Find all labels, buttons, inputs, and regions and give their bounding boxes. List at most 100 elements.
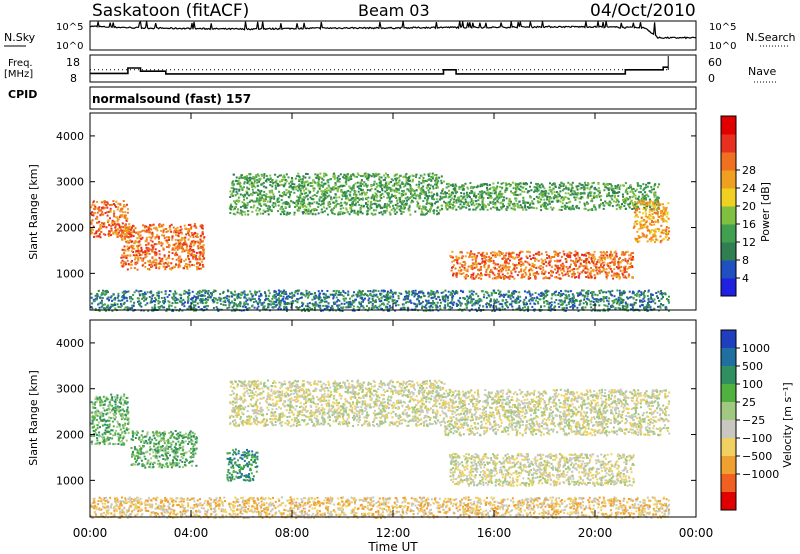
heatmap-cell	[587, 276, 590, 279]
heatmap-cell	[252, 176, 255, 179]
heatmap-cell	[158, 241, 160, 243]
heatmap-cell	[466, 251, 469, 254]
heatmap-cell	[101, 210, 104, 213]
heatmap-cell	[445, 206, 448, 209]
heatmap-cell	[342, 176, 345, 179]
heatmap-cell	[598, 269, 600, 272]
heatmap-cell	[554, 294, 557, 297]
heatmap-cell	[406, 188, 409, 191]
heatmap-cell	[550, 304, 553, 306]
heatmap-cell	[439, 198, 442, 201]
heatmap-cell	[663, 207, 666, 210]
heatmap-cell	[542, 263, 545, 265]
heatmap-cell	[571, 275, 573, 278]
heatmap-cell	[404, 184, 407, 187]
heatmap-cell	[452, 272, 455, 275]
heatmap-cell	[492, 272, 495, 275]
heatmap-cell	[459, 262, 462, 265]
heatmap-cell	[589, 303, 592, 306]
heatmap-cell	[397, 189, 400, 192]
heatmap-cell	[502, 196, 505, 199]
heatmap-cell	[575, 185, 578, 188]
heatmap-cell	[299, 196, 302, 199]
heatmap-cell	[132, 294, 135, 296]
heatmap-cell	[98, 235, 101, 238]
heatmap-cell	[298, 197, 301, 200]
heatmap-cell	[587, 209, 590, 212]
heatmap-cell	[645, 183, 648, 186]
heatmap-cell	[190, 249, 193, 252]
heatmap-cell	[115, 200, 118, 203]
heatmap-cell	[498, 209, 501, 211]
heatmap-cell	[249, 173, 252, 176]
heatmap-cell	[478, 196, 481, 199]
heatmap-cell	[614, 185, 617, 188]
heatmap-cell	[137, 244, 140, 247]
heatmap-cell	[487, 193, 489, 196]
heatmap-cell	[237, 200, 240, 203]
heatmap-cell	[129, 239, 132, 242]
heatmap-cell	[158, 250, 161, 253]
heatmap-cell	[523, 201, 526, 204]
heatmap-cell	[338, 196, 341, 199]
heatmap-cell	[506, 205, 509, 208]
heatmap-cell	[201, 289, 204, 292]
heatmap-cell	[90, 232, 93, 235]
heatmap-cell	[355, 195, 357, 198]
heatmap-cell	[467, 194, 470, 197]
heatmap-cell	[321, 203, 324, 206]
heatmap-cell	[628, 185, 631, 188]
heatmap-cell	[246, 197, 248, 200]
heatmap-cell	[207, 305, 209, 308]
heatmap-cell	[109, 207, 112, 210]
heatmap-cell	[451, 183, 454, 186]
heatmap-cell	[628, 205, 630, 208]
heatmap-cell	[280, 299, 283, 302]
heatmap-cell	[611, 194, 614, 197]
heatmap-cell	[333, 213, 336, 216]
heatmap-cell	[588, 262, 591, 265]
heatmap-cell	[528, 269, 531, 272]
heatmap-cell	[138, 250, 141, 252]
heatmap-cell	[284, 179, 287, 182]
heatmap-cell	[344, 197, 347, 200]
heatmap-cell	[151, 240, 154, 243]
heatmap-cell	[576, 188, 579, 191]
heatmap-cell	[659, 241, 662, 244]
heatmap-cell	[539, 267, 542, 270]
heatmap-cell	[190, 232, 193, 234]
heatmap-cell	[466, 186, 469, 189]
heatmap-cell	[436, 206, 439, 209]
heatmap-cell	[345, 183, 348, 186]
heatmap-cell	[384, 176, 387, 179]
heatmap-cell	[639, 299, 641, 302]
heatmap-cell	[573, 261, 576, 264]
heatmap-cell	[470, 276, 473, 279]
heatmap-cell	[180, 236, 183, 239]
heatmap-cell	[245, 175, 248, 177]
heatmap-cell	[165, 236, 168, 239]
heatmap-cell	[363, 174, 366, 176]
heatmap-cell	[602, 207, 605, 210]
heatmap-cell	[349, 297, 351, 300]
heatmap-cell	[481, 252, 484, 255]
heatmap-cell	[390, 190, 393, 193]
heatmap-cell	[369, 203, 372, 206]
heatmap-cell	[471, 190, 474, 193]
heatmap-cell	[131, 240, 134, 243]
heatmap-cell	[599, 251, 602, 253]
heatmap-cell	[311, 292, 314, 295]
heatmap-cell	[431, 197, 433, 200]
heatmap-cell	[277, 210, 279, 213]
heatmap-cell	[661, 210, 664, 213]
heatmap-cell	[121, 207, 124, 210]
heatmap-cell	[119, 229, 122, 232]
heatmap-cell	[448, 201, 451, 204]
heatmap-cell	[252, 301, 255, 304]
heatmap-cell	[632, 204, 635, 207]
heatmap-cell	[366, 205, 369, 208]
heatmap-cell	[429, 306, 431, 309]
heatmap-cell	[522, 182, 525, 185]
heatmap-cell	[333, 174, 336, 177]
heatmap-cell	[241, 194, 244, 197]
